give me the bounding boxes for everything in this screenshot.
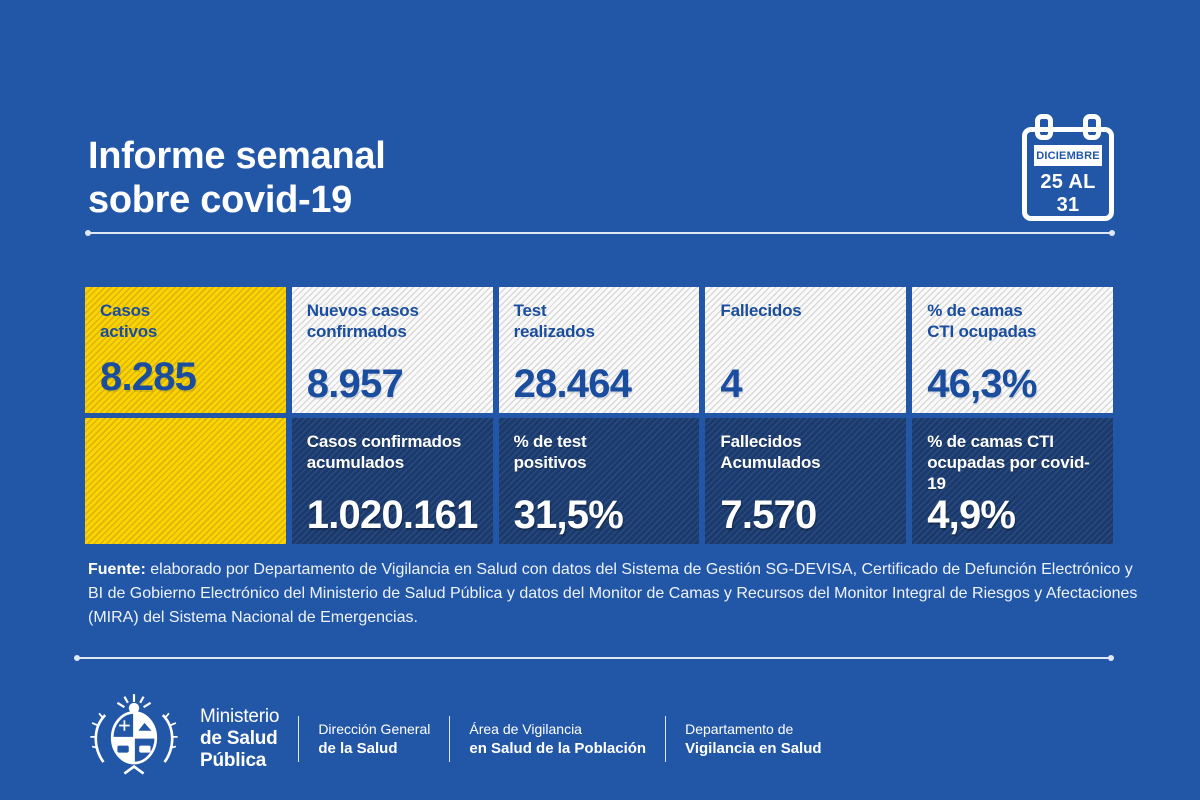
source-line: BI de Gobierno Electrónico del Ministeri…	[88, 585, 1138, 602]
stat-value: 7.570	[720, 493, 817, 537]
calendar-date-range: 25 AL 31	[1040, 171, 1096, 216]
stat-card-nuevos-casos: Nuevos casos confirmados 8.957	[291, 287, 493, 413]
stat-value: 1.020.161	[306, 493, 479, 537]
divider-endcap	[1109, 230, 1115, 236]
divider-bottom	[74, 655, 1114, 661]
stat-card-test-realizados: Test realizados 28.464	[498, 287, 700, 413]
stat-card-casos-acumulados: Casos confirmados acumulados 1.020.161	[291, 418, 493, 544]
divider-endcap	[85, 230, 91, 236]
footer-divider	[665, 715, 667, 762]
footer-divider	[298, 715, 300, 762]
stat-label: Fallecidos Acumulados	[720, 432, 821, 472]
divider-top	[85, 230, 1115, 236]
stat-label: Casos confirmados acumulados	[306, 432, 462, 472]
footer-unit-departamento-vigilancia: Departamento de Vigilancia en Salud	[685, 720, 822, 757]
stat-card-test-positivos: % de test positivos 31,5%	[498, 418, 700, 544]
stat-card-casos-activos: Casos activos 8.285	[85, 287, 286, 413]
stat-label: Casos activos	[100, 301, 158, 341]
source-note: Fuente: elaborado por Departamento de Vi…	[88, 558, 1168, 630]
stat-card-yellow-spacer	[85, 418, 286, 544]
stat-value: 4	[720, 362, 742, 406]
stat-value: 46,3%	[927, 362, 1037, 406]
footer: Ministerio de Salud Pública Dirección Ge…	[86, 692, 822, 785]
ministry-name: Ministerio de Salud Pública	[200, 705, 280, 771]
stat-value: 31,5%	[513, 493, 624, 537]
source-line: (MIRA) del Sistema Nacional de Emergenci…	[88, 609, 418, 626]
stat-label: Test realizados	[513, 301, 595, 341]
calendar-ring-icon	[1035, 114, 1053, 140]
stat-value: 4,9%	[927, 493, 1016, 537]
calendar-icon: DICIEMBRE 25 AL 31	[1022, 114, 1114, 221]
footer-unit-area-vigilancia: Área de Vigilancia en Salud de la Poblac…	[469, 720, 647, 757]
stat-label: Nuevos casos confirmados	[306, 301, 419, 341]
source-label: Fuente:	[88, 561, 146, 578]
stat-card-camas-cti: % de camas CTI ocupadas 46,3%	[912, 287, 1113, 413]
calendar-month: DICIEMBRE	[1034, 145, 1102, 166]
stat-value: 28.464	[513, 362, 632, 406]
coat-of-arms-logo	[86, 692, 182, 785]
page-title-line1: Informe semanal	[88, 135, 386, 177]
stat-value: 8.285	[100, 355, 197, 399]
footer-divider	[449, 715, 451, 762]
calendar-ring-icon	[1083, 114, 1101, 140]
calendar-body: DICIEMBRE 25 AL 31	[1022, 127, 1114, 221]
page-title: Informe semanal sobre covid-19	[88, 134, 386, 222]
divider-endcap	[1108, 655, 1114, 661]
footer-unit-direccion-general: Dirección General de la Salud	[318, 720, 431, 757]
stat-label: % de camas CTI ocupadas por covid-19	[927, 432, 1090, 493]
divider-endcap	[74, 655, 80, 661]
stat-label: % de camas CTI ocupadas	[927, 301, 1037, 341]
source-line: Fuente: elaborado por Departamento de Vi…	[88, 561, 1133, 578]
stat-value: 8.957	[306, 362, 404, 406]
stat-card-camas-cti-covid: % de camas CTI ocupadas por covid-19 4,9…	[912, 418, 1113, 544]
page-title-line2: sobre covid-19	[88, 179, 353, 221]
stat-label: Fallecidos	[720, 301, 802, 320]
stat-card-fallecidos-acumulados: Fallecidos Acumulados 7.570	[705, 418, 907, 544]
stat-card-fallecidos: Fallecidos 4	[705, 287, 907, 413]
stat-label: % de test positivos	[513, 432, 587, 472]
stats-grid: Casos activos 8.285 Nuevos casos confirm…	[85, 287, 1113, 544]
